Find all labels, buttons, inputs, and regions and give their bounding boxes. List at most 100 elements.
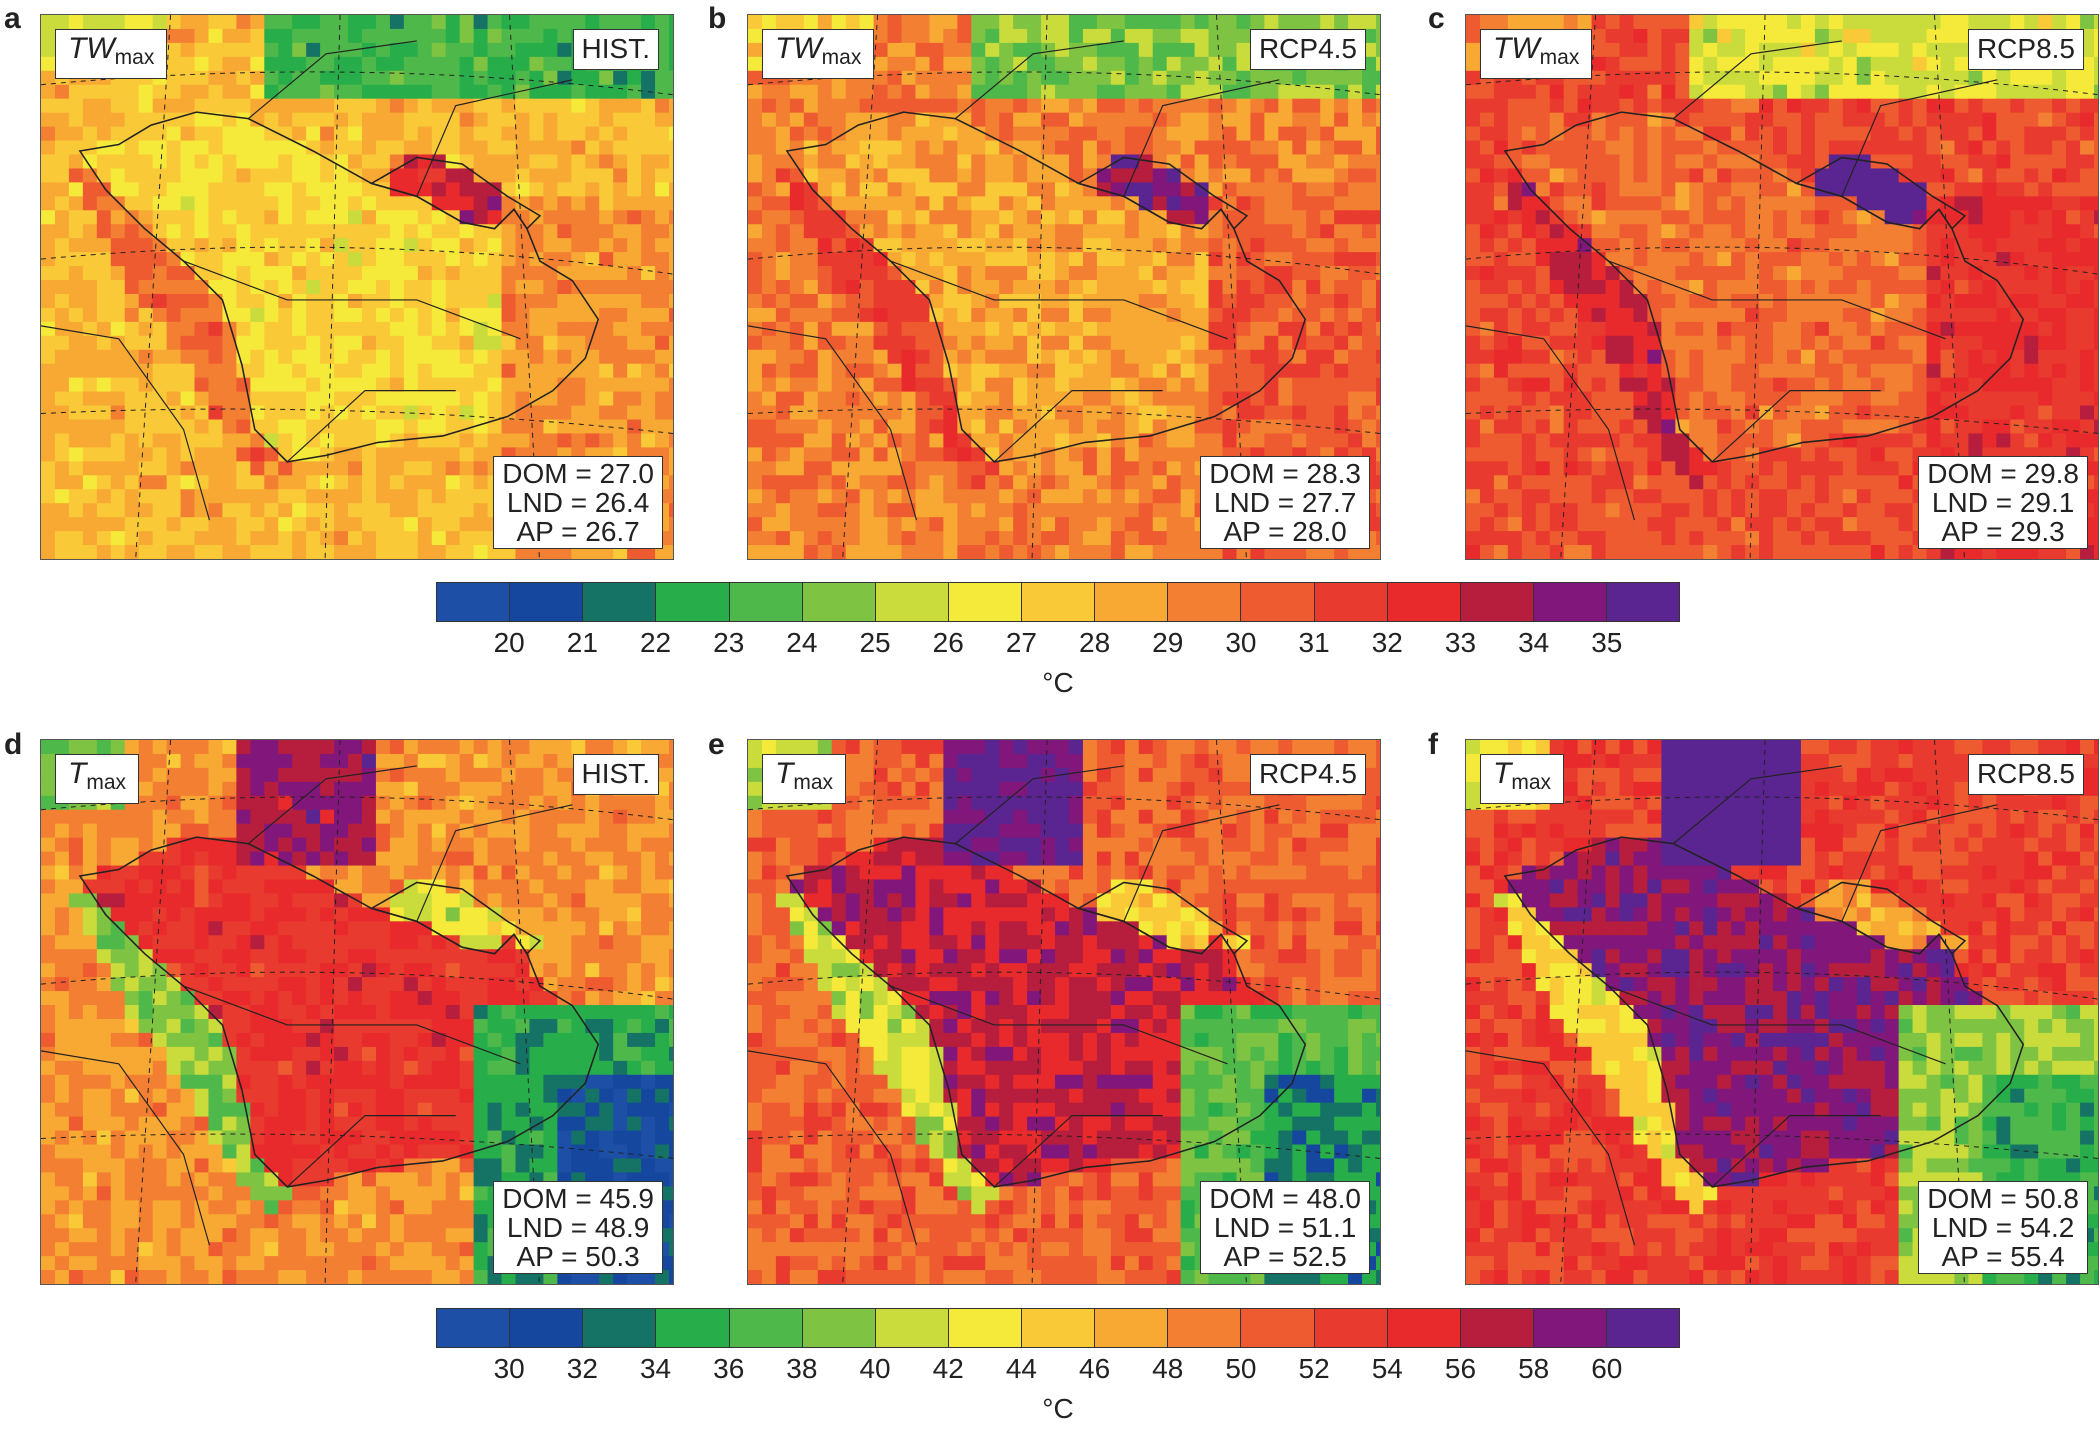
stats-box: DOM = 27.0 LND = 26.4 AP = 26.7 [493,456,663,549]
colorbar-cell [510,583,584,621]
colorbar-cell [1241,1309,1315,1347]
colorbar-tick-label: 32 [1371,627,1403,658]
colorbar-tick-label: 25 [859,627,891,658]
colorbar-tick-label: 40 [859,1353,891,1384]
colorbar-cell [802,583,876,621]
colorbar-tick-label: 35 [1591,627,1623,658]
colorbar-cell [1314,1309,1388,1347]
map-panel-a: TWmax HIST. DOM = 27.0 LND = 26.4 AP = 2… [40,14,674,560]
colorbar-cell [1095,1309,1169,1347]
stats-box: DOM = 50.8 LND = 54.2 AP = 55.4 [1918,1181,2088,1274]
stat-dom: DOM = 27.0 [502,458,654,489]
colorbar-cell [1607,583,1680,621]
colorbar-tick-label: 26 [932,627,964,658]
variable-label: Tmax [1480,754,1565,804]
scenario-label: HIST. [572,754,659,795]
colorbar-cell [1387,1309,1461,1347]
colorbar-cell [1241,583,1315,621]
stat-ap: AP = 29.3 [1941,516,2065,547]
scenario-label: RCP8.5 [1967,29,2084,70]
colorbar-cell [1460,1309,1534,1347]
stat-lnd: LND = 54.2 [1931,1212,2075,1243]
variable-label: Tmax [55,754,140,804]
stat-ap: AP = 55.4 [1941,1241,2065,1272]
colorbar-tick-label: 27 [1005,627,1037,658]
colorbar-cell [437,583,511,621]
colorbar-cell [1095,583,1169,621]
panel-letter-d: d [4,728,23,761]
colorbar-tick-label: 33 [1444,627,1477,658]
colorbar-tick-label: 24 [786,627,818,658]
stat-ap: AP = 28.0 [1223,516,1347,547]
variable-label: Tmax [762,754,847,804]
colorbar-tick-label: 32 [566,1353,598,1384]
colorbar-tick-label: 48 [1152,1353,1184,1384]
stats-box: DOM = 48.0 LND = 51.1 AP = 52.5 [1200,1181,1370,1274]
map-panel-d: Tmax HIST. DOM = 45.9 LND = 48.9 AP = 50… [40,739,674,1285]
colorbar-t [436,1308,1680,1348]
panel-letter-b: b [708,2,727,35]
variable-label: TWmax [762,29,875,79]
colorbar-cell [1022,1309,1096,1347]
colorbar-tick-label: 46 [1079,1353,1111,1384]
colorbar-cell [1533,1309,1607,1347]
stat-lnd: LND = 26.4 [506,487,650,518]
colorbar-tick-label: 50 [1225,1353,1257,1384]
stat-ap: AP = 26.7 [516,516,640,547]
stat-dom: DOM = 29.8 [1927,458,2079,489]
scenario-label: RCP4.5 [1249,754,1366,795]
panel-letter-e: e [708,728,725,761]
colorbar-cell [656,1309,730,1347]
colorbar-cell [875,583,949,621]
stat-dom: DOM = 48.0 [1209,1183,1361,1214]
colorbar-cell [437,1309,511,1347]
stat-lnd: LND = 51.1 [1213,1212,1357,1243]
panel-letter-a: a [4,2,21,35]
colorbar-tick-label: 23 [713,627,745,658]
colorbar-tick-label: 42 [932,1353,964,1384]
field-map [748,15,1380,559]
colorbar-cell [583,1309,657,1347]
scenario-label: RCP8.5 [1967,754,2084,795]
stat-lnd: LND = 48.9 [506,1212,650,1243]
field-map [41,740,673,1284]
colorbar-tick-label: 36 [713,1353,745,1384]
colorbar-cell [1460,583,1534,621]
colorbar-cell [1533,583,1607,621]
stats-box: DOM = 28.3 LND = 27.7 AP = 28.0 [1200,456,1370,549]
colorbar-cell [510,1309,584,1347]
variable-label: TWmax [1480,29,1593,79]
colorbar-cell [1314,583,1388,621]
stat-lnd: LND = 29.1 [1931,487,2075,518]
panel-letter-f: f [1428,728,1438,761]
colorbar-tick-label: 31 [1298,627,1330,658]
colorbar-tick-label: 28 [1079,627,1111,658]
colorbar-tick-label: 44 [1005,1353,1037,1384]
colorbar-cell [1168,583,1242,621]
colorbar-tick-label: 56 [1444,1353,1477,1384]
colorbar-cell [583,583,657,621]
stat-dom: DOM = 50.8 [1927,1183,2079,1214]
stats-box: DOM = 45.9 LND = 48.9 AP = 50.3 [493,1181,663,1274]
colorbar-tick-label: 30 [493,1353,525,1384]
colorbar-tw-unit: °C [1042,667,1074,698]
colorbar-tick-label: 22 [639,627,672,658]
colorbar-cell [1387,583,1461,621]
map-panel-e: Tmax RCP4.5 DOM = 48.0 LND = 51.1 AP = 5… [747,739,1381,1285]
colorbar-tick-label: 21 [566,627,598,658]
colorbar-tick-label: 34 [1518,627,1550,658]
stat-ap: AP = 50.3 [516,1241,640,1272]
panel-letter-c: c [1428,2,1445,35]
scenario-label: RCP4.5 [1249,29,1366,70]
colorbar-tick-label: 29 [1152,627,1184,658]
colorbar-cell [948,1309,1022,1347]
colorbar-tick-label: 60 [1591,1353,1623,1384]
colorbar-cell [948,583,1022,621]
stats-box: DOM = 29.8 LND = 29.1 AP = 29.3 [1918,456,2088,549]
colorbar-t-unit: °C [1042,1393,1074,1424]
colorbar-tick-label: 54 [1371,1353,1403,1384]
stat-dom: DOM = 28.3 [1209,458,1361,489]
colorbar-cell [656,583,730,621]
scenario-label: HIST. [572,29,659,70]
colorbar-tw [436,582,1680,622]
